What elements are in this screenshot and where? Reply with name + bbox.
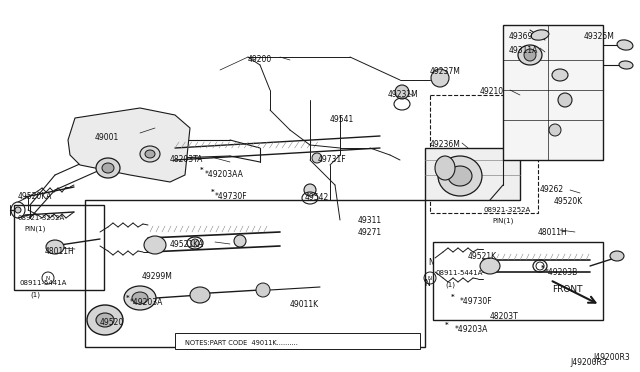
Text: 49520KA: 49520KA (18, 192, 52, 201)
Text: (1): (1) (30, 291, 40, 298)
Text: 49521KA: 49521KA (170, 240, 204, 249)
Bar (14, 205, 104, 290)
Ellipse shape (448, 166, 472, 186)
Text: *: * (541, 265, 545, 271)
Text: *: * (451, 294, 455, 300)
Text: *49203B: *49203B (545, 268, 579, 277)
Text: N: N (428, 276, 432, 280)
Ellipse shape (191, 239, 199, 247)
Ellipse shape (610, 251, 624, 261)
Ellipse shape (431, 69, 449, 87)
Ellipse shape (190, 287, 210, 303)
Ellipse shape (395, 85, 409, 99)
Text: 49236M: 49236M (430, 140, 461, 149)
Text: 49541: 49541 (330, 115, 355, 124)
Text: *: * (211, 189, 215, 195)
Text: *49203A: *49203A (455, 325, 488, 334)
Ellipse shape (558, 93, 572, 107)
Text: 49299M: 49299M (142, 272, 173, 281)
Ellipse shape (531, 30, 549, 40)
Ellipse shape (435, 156, 455, 180)
Text: 49237M: 49237M (430, 67, 461, 76)
Text: 08921-3252A: 08921-3252A (484, 207, 531, 213)
Text: *: * (126, 295, 130, 301)
Text: 49325M: 49325M (584, 32, 615, 41)
Text: N: N (46, 276, 50, 280)
Bar (433, 242, 603, 320)
Ellipse shape (549, 124, 561, 136)
Text: PIN(1): PIN(1) (492, 218, 513, 224)
Ellipse shape (96, 158, 120, 178)
Text: (1): (1) (445, 281, 455, 288)
Bar (425, 148, 520, 200)
Bar (85, 200, 425, 347)
Ellipse shape (619, 61, 633, 69)
Text: N: N (424, 279, 429, 288)
Text: 48203T: 48203T (490, 312, 519, 321)
Ellipse shape (46, 240, 64, 254)
Text: 49521K: 49521K (468, 252, 497, 261)
Text: 48011H: 48011H (538, 228, 568, 237)
Ellipse shape (145, 150, 155, 158)
Ellipse shape (96, 313, 114, 327)
Ellipse shape (518, 45, 542, 65)
Text: PIN(1): PIN(1) (24, 226, 45, 232)
Text: 49311: 49311 (358, 216, 382, 225)
Text: 49011K: 49011K (290, 300, 319, 309)
Text: 49200: 49200 (248, 55, 272, 64)
Text: NOTES:PART CODE  49011K..........: NOTES:PART CODE 49011K.......... (185, 340, 298, 346)
Text: *49203AA: *49203AA (205, 170, 244, 179)
Text: 49001: 49001 (95, 133, 119, 142)
Ellipse shape (552, 69, 568, 81)
Ellipse shape (140, 146, 160, 162)
Text: *49203A: *49203A (130, 298, 163, 307)
Text: 49731F: 49731F (318, 155, 347, 164)
Text: *49730F: *49730F (460, 297, 493, 306)
Polygon shape (68, 108, 190, 182)
Text: 08921-3252A: 08921-3252A (18, 215, 65, 221)
Text: 49210: 49210 (480, 87, 504, 96)
Text: J49200R3: J49200R3 (570, 358, 607, 367)
Text: J49200R3: J49200R3 (593, 353, 630, 362)
Text: 49520K: 49520K (554, 197, 583, 206)
Ellipse shape (124, 286, 156, 310)
Text: 08911-5441A: 08911-5441A (20, 280, 67, 286)
Text: 48203TA: 48203TA (170, 155, 204, 164)
Ellipse shape (102, 163, 114, 173)
Text: 49271: 49271 (358, 228, 382, 237)
Text: 49262: 49262 (540, 185, 564, 194)
Ellipse shape (256, 283, 270, 297)
Text: 49520: 49520 (100, 318, 124, 327)
Ellipse shape (617, 40, 633, 50)
Ellipse shape (144, 236, 166, 254)
Ellipse shape (524, 49, 536, 61)
Text: *49730F: *49730F (215, 192, 248, 201)
Text: *: * (200, 167, 204, 173)
Text: 08911-5441A: 08911-5441A (435, 270, 483, 276)
Text: 49311A: 49311A (509, 46, 538, 55)
Bar (175, 333, 420, 349)
Text: 49369: 49369 (509, 32, 533, 41)
Text: FRONT: FRONT (552, 285, 582, 294)
Ellipse shape (480, 258, 500, 274)
Ellipse shape (304, 184, 316, 196)
Text: 48011H: 48011H (45, 247, 75, 256)
Ellipse shape (312, 153, 322, 163)
Ellipse shape (15, 207, 21, 213)
Ellipse shape (132, 292, 148, 304)
Text: *: * (445, 322, 449, 328)
Text: 49231M: 49231M (388, 90, 419, 99)
Ellipse shape (438, 156, 482, 196)
Ellipse shape (234, 235, 246, 247)
Text: N: N (428, 258, 434, 267)
Ellipse shape (87, 305, 123, 335)
Text: 49542: 49542 (305, 193, 329, 202)
Bar (503, 25, 603, 160)
Bar (430, 95, 538, 213)
